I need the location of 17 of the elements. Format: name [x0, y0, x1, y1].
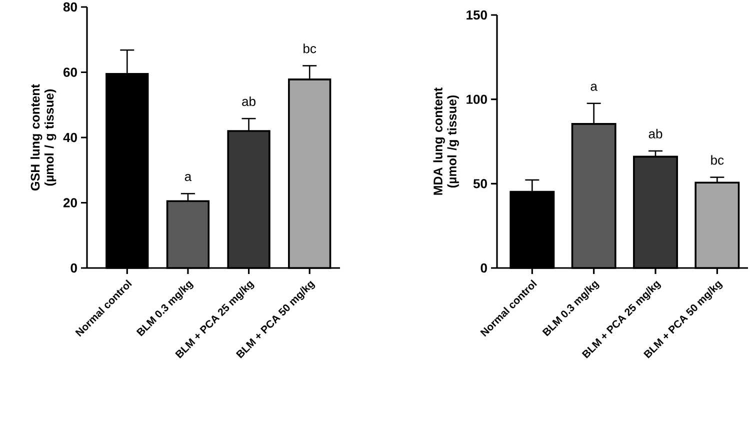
y-tick-label: 0 — [480, 263, 487, 273]
annotation: bc — [711, 155, 724, 165]
annotation: ab — [648, 128, 662, 138]
y-tick-label: 80 — [63, 2, 77, 12]
annotation: a — [184, 174, 192, 182]
annotation: a — [590, 84, 598, 91]
y-tick-label: 60 — [63, 68, 77, 77]
annotation: bc — [304, 44, 316, 54]
y-axis-title: MDA lung content (µmol /g tissue) — [433, 87, 459, 195]
y-tick-label: 20 — [63, 198, 77, 208]
y-tick-label: 100 — [466, 94, 487, 104]
y-tick-label: 50 — [473, 179, 487, 188]
y-tick-label: 40 — [63, 132, 77, 142]
annotation: ab — [242, 96, 256, 106]
y-tick-label: 0 — [70, 263, 77, 273]
y-tick-label: 150 — [466, 10, 487, 20]
y-axis-title: GSH lung content (µmol / g tissue) — [30, 84, 56, 190]
